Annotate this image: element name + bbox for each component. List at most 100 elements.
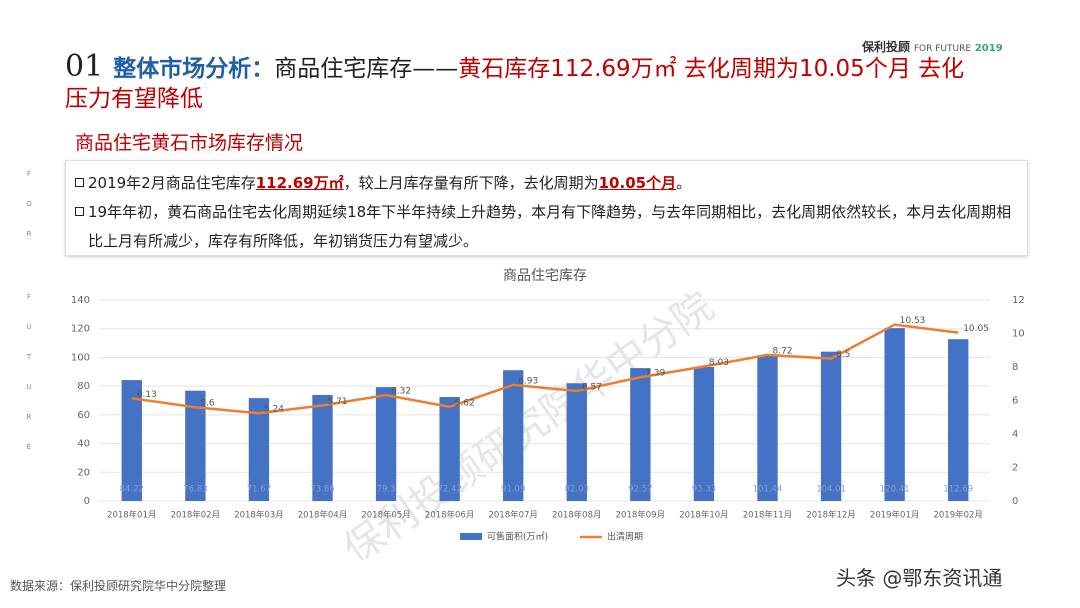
line-value-label: 8.03 — [709, 358, 729, 368]
x-tick-label: 2018年03月 — [234, 510, 283, 521]
bullet-highlight: 10.05个月 — [598, 174, 677, 192]
bar — [185, 390, 206, 501]
bar — [884, 328, 905, 501]
y-tick-label: 40 — [77, 439, 90, 450]
bar-value-label: 104.01 — [816, 485, 846, 495]
slide-number: 01 — [65, 49, 104, 84]
bar — [248, 398, 270, 501]
bar — [121, 380, 142, 501]
bar — [693, 367, 715, 501]
bar-value-label: 93.33 — [692, 485, 716, 495]
line-value-label: 7.39 — [645, 369, 665, 379]
bar — [503, 370, 524, 501]
bullet-text: 。 — [676, 174, 692, 192]
bar-value-label: 91.09 — [501, 485, 525, 495]
line-value-label: 5.6 — [200, 399, 215, 409]
bar-value-label: 72.42 — [437, 485, 461, 495]
side-letter: T — [26, 353, 32, 361]
logo-year: 2019 — [974, 43, 1003, 54]
y-tick-label: 80 — [77, 381, 90, 392]
line — [131, 323, 959, 415]
line-value-label: 6.57 — [582, 382, 602, 392]
side-letter: U — [26, 383, 32, 391]
line-value-label: 8.5 — [836, 350, 850, 360]
x-tick-label: 2018年05月 — [361, 510, 410, 521]
line-value-label: 5.71 — [328, 397, 348, 407]
bar-value-label: 120.41 — [880, 485, 910, 495]
section-title: 商品住宅黄石市场库存情况 — [75, 132, 304, 154]
y-tick-label: 100 — [71, 352, 90, 363]
x-tick-label: 2018年08月 — [552, 510, 601, 521]
source-note: 数据来源：保利投顾研究院华中分院整理 — [10, 579, 227, 593]
x-tick-label: 2018年07月 — [488, 510, 537, 521]
bullet-text: 2019年2月商品住宅库存 — [88, 174, 256, 192]
side-letter: R — [26, 230, 32, 238]
side-letter: E — [26, 443, 32, 451]
title-topic: 商品住宅库存—— — [274, 56, 459, 82]
y2-tick-label: 8 — [1012, 362, 1018, 373]
bar-value-label: 73.86 — [310, 485, 334, 495]
y2-tick-label: 2 — [1012, 463, 1018, 474]
bar-value-label: 101.44 — [753, 485, 783, 495]
side-letter: O — [26, 200, 32, 208]
side-letter: R — [26, 413, 32, 421]
side-letter: F — [26, 293, 32, 301]
y-tick-label: 20 — [77, 467, 90, 478]
legend-label: 出清周期 — [607, 531, 643, 543]
line-value-label: 10.53 — [900, 316, 926, 326]
bullet-highlight: 112.69万㎡ — [255, 174, 344, 192]
x-tick-label: 2019年02月 — [933, 510, 982, 521]
x-tick-label: 2018年12月 — [806, 510, 855, 521]
title-prefix: 整体市场分析： — [113, 56, 275, 82]
x-tick-label: 2018年06月 — [425, 510, 474, 521]
bar-value-label: 92.57 — [628, 485, 652, 495]
bar-value-label: 84.22 — [120, 485, 144, 495]
slide-title: 01 整体市场分析：商品住宅库存——黄石库存112.69万㎡ 去化周期为10.05… — [65, 52, 965, 114]
line-value-label: 10.05 — [963, 324, 989, 334]
bullet: 19年年初，黄石商品住宅去化周期延续18年下半年持续上升趋势，本月有下降趋势，与… — [75, 198, 1015, 256]
x-tick-label: 2019年01月 — [870, 510, 919, 521]
line-value-label: 5.62 — [455, 398, 475, 408]
chart: 商品住宅库存 保利投顾研究院华中分院0204060801001201400246… — [71, 268, 1025, 560]
bar — [757, 355, 778, 501]
bar — [312, 394, 333, 501]
y-tick-label: 60 — [77, 410, 90, 421]
y2-tick-label: 12 — [1012, 295, 1025, 306]
bar-value-label: 112.69 — [943, 485, 973, 495]
title-highlight: 黄石库存112.69万㎡ 去化周期为10.05个月 去化压力有望降低 — [65, 56, 965, 112]
x-tick-label: 2018年10月 — [679, 510, 728, 521]
y2-tick-label: 6 — [1012, 396, 1018, 407]
side-text: F O R F U T U R E — [24, 170, 34, 473]
y2-tick-label: 0 — [1012, 496, 1018, 507]
logo: 保利投顾 FOR FUTURE 2019 — [862, 38, 1003, 55]
x-tick-label: 2018年11月 — [743, 510, 792, 521]
bar — [630, 368, 651, 501]
side-letter: F — [26, 170, 32, 178]
bar — [375, 387, 397, 501]
x-tick-label: 2018年09月 — [616, 510, 665, 521]
legend-label: 可售面积(万㎡) — [487, 531, 548, 543]
bar-value-label: 76.83 — [183, 485, 207, 495]
logo-brand: 保利投顾 — [862, 40, 911, 54]
y-tick-label: 140 — [71, 295, 90, 306]
line-value-label: 8.72 — [773, 346, 793, 356]
bullet-box: 2019年2月商品住宅库存112.69万㎡，较上月库存量有所下降，去化周期为10… — [65, 160, 1028, 256]
y2-tick-label: 10 — [1012, 329, 1025, 340]
bar-value-label: 82.03 — [565, 485, 589, 495]
bar-value-label: 79.3 — [377, 485, 396, 495]
bullet-text: 19年年初，黄石商品住宅去化周期延续18年下半年持续上升趋势，本月有下降趋势，与… — [88, 203, 1012, 250]
logo-slogan: FOR FUTURE — [913, 44, 972, 54]
bar-value-label: 71.67 — [247, 485, 271, 495]
bar — [948, 339, 969, 501]
bar — [820, 351, 842, 501]
line-value-label: 6.32 — [391, 387, 411, 397]
bullet-text: ，较上月库存量有所下降，去化周期为 — [343, 174, 599, 192]
line-value-label: 5.24 — [264, 405, 284, 415]
credit: 头条 @鄂东资讯通 — [836, 566, 1003, 590]
line-value-label: 6.13 — [137, 390, 157, 400]
chart-title: 商品住宅库存 — [503, 268, 587, 284]
y-tick-label: 120 — [71, 324, 90, 335]
side-letter: U — [26, 323, 32, 331]
x-tick-label: 2018年01月 — [107, 510, 156, 521]
